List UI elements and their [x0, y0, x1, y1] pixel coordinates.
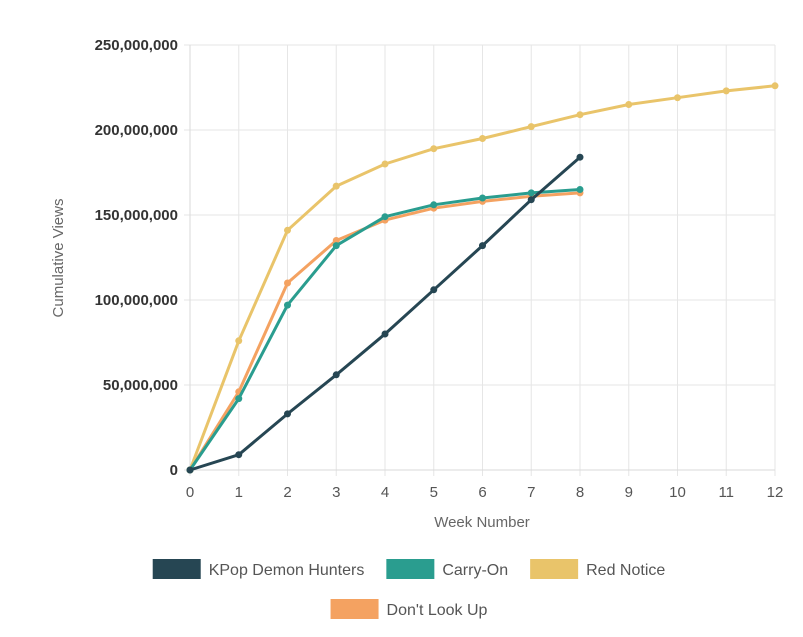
- legend-label: KPop Demon Hunters: [209, 562, 365, 579]
- data-point: [576, 111, 584, 119]
- x-tick-label: 10: [669, 484, 686, 501]
- axes: 0 1 2 3 4 5 6 7 8 9 10 11 12050,000,000100,000,00015…: [95, 37, 784, 501]
- series-0: [186, 153, 584, 474]
- data-point: [284, 301, 291, 309]
- data-point: [430, 286, 438, 294]
- data-point: [430, 145, 438, 153]
- series-lines: [186, 82, 779, 474]
- data-point: [625, 101, 633, 108]
- x-tick-label: 6: [478, 484, 486, 501]
- y-tick-label: 200,000,000: [95, 122, 178, 139]
- legend-item: Red Notice: [530, 559, 665, 579]
- data-point: [332, 242, 340, 250]
- data-point: [235, 395, 243, 403]
- data-point: [381, 330, 389, 338]
- data-point: [332, 182, 340, 190]
- legend-label: Don't Look Up: [387, 602, 488, 619]
- data-point: [527, 189, 535, 197]
- legend-item: KPop Demon Hunters: [152, 559, 365, 579]
- data-point: [284, 226, 291, 234]
- data-point: [674, 94, 681, 102]
- data-point: [284, 410, 291, 418]
- data-point: [284, 279, 291, 287]
- y-tick-label: 150,000,000: [95, 207, 178, 224]
- data-point: [527, 196, 535, 204]
- data-point: [527, 123, 535, 131]
- legend-swatch: [330, 599, 379, 619]
- data-point: [332, 237, 340, 244]
- data-point: [576, 186, 584, 193]
- x-tick-label: 8: [576, 484, 584, 501]
- data-point: [771, 82, 779, 90]
- x-tick-label: 5: [430, 484, 438, 501]
- x-tick-label: 4: [381, 484, 389, 501]
- data-point: [186, 466, 194, 474]
- x-tick-label: 11: [718, 484, 734, 501]
- x-tick-label: 2: [283, 484, 291, 501]
- legend-label: Red Notice: [586, 562, 665, 579]
- x-tick-label: 9: [625, 484, 633, 501]
- data-point: [430, 201, 438, 209]
- data-point: [479, 242, 486, 250]
- data-point: [381, 160, 389, 168]
- y-tick-label: 0: [170, 462, 178, 479]
- legend-swatch: [386, 559, 435, 579]
- data-point: [479, 194, 486, 202]
- legend: KPop Demon Hunters Carry-On Red Notice Don'…: [152, 559, 665, 619]
- x-tick-label: 3: [332, 484, 340, 501]
- x-tick-label: 12: [767, 484, 784, 501]
- legend-label: Carry-On: [442, 562, 508, 579]
- y-tick-label: 250,000,000: [95, 37, 178, 54]
- data-point: [332, 371, 340, 379]
- x-axis-title: Week Number: [434, 514, 530, 531]
- data-point: [235, 451, 243, 459]
- y-tick-label: 100,000,000: [95, 292, 178, 309]
- data-point: [722, 87, 730, 95]
- x-tick-label: 1: [235, 484, 243, 501]
- data-point: [381, 213, 389, 221]
- data-point: [235, 337, 243, 345]
- legend-item: Carry-On: [386, 559, 508, 579]
- data-point: [576, 153, 584, 161]
- legend-item: Don't Look Up: [330, 599, 488, 619]
- x-tick-label: 0: [186, 484, 194, 501]
- y-axis-title: Cumulative Views: [50, 199, 67, 318]
- legend-swatch: [530, 559, 579, 579]
- legend-swatch: [152, 559, 201, 579]
- data-point: [479, 135, 486, 142]
- x-tick-label: 7: [527, 484, 535, 501]
- y-tick-label: 50,000,000: [103, 377, 178, 394]
